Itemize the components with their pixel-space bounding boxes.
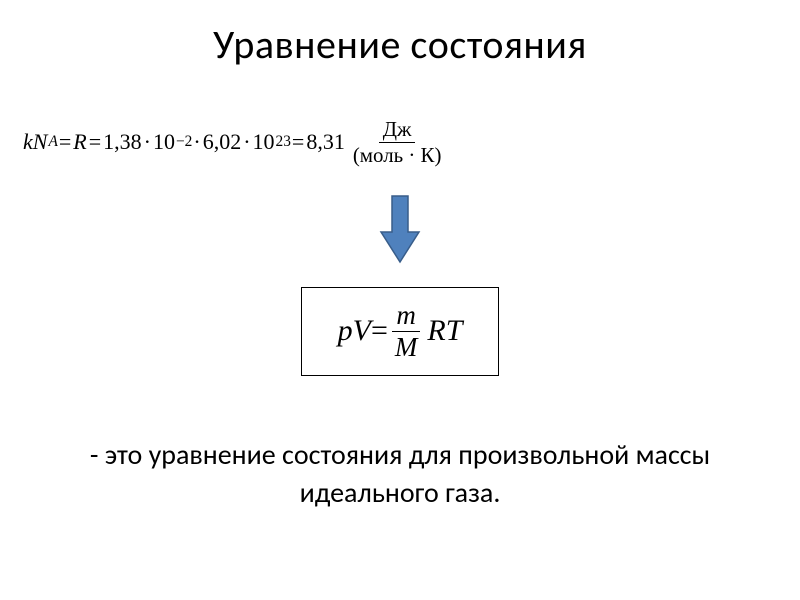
var-R-box: R [427,316,445,346]
exponent-23: 23 [276,133,291,151]
equals-sign-box: = [371,316,388,346]
boltzmann-coef: 1,38 [103,129,142,155]
arrow-down-icon [379,194,421,264]
equals-sign-1: = [59,129,71,155]
dot-mid: · [193,129,200,155]
avogadro-coef: 6,02 [203,129,242,155]
gas-constant-derivation: kNA = R = 1,38 · 10−2 · 6,02 · 1023 = 8,… [0,119,800,166]
down-arrow [379,194,421,269]
exponent-minus2: −2 [176,133,192,151]
unit-denominator: (моль · К) [349,143,446,166]
dot-1: · [144,129,151,155]
subscript-A: A [48,133,57,151]
ten-base-1: 10 [153,129,175,155]
frac-den-M: M [391,332,422,361]
unit-numerator: Дж [379,119,416,143]
ten-base-2: 10 [253,129,275,155]
var-k-N: kN [23,129,47,155]
var-p: p [338,316,353,346]
var-T: T [446,316,463,346]
var-V: V [353,316,371,346]
equals-sign-3: = [292,129,304,155]
ideal-gas-equation-box: pV = m M RT [301,287,500,376]
caption-text: - это уравнение состояния для произвольн… [40,436,760,512]
mass-molar-fraction: m M [391,302,422,361]
equals-sign-2: = [89,129,101,155]
slide-title: Уравнение состояния [213,20,587,69]
unit-fraction: Дж (моль · К) [349,119,446,166]
result-8-31: 8,31 [306,129,345,155]
slide: Уравнение состояния kNA = R = 1,38 · 10−… [0,0,800,600]
frac-num-m: m [392,302,420,332]
dot-2: · [243,129,250,155]
var-R: R [73,129,86,155]
